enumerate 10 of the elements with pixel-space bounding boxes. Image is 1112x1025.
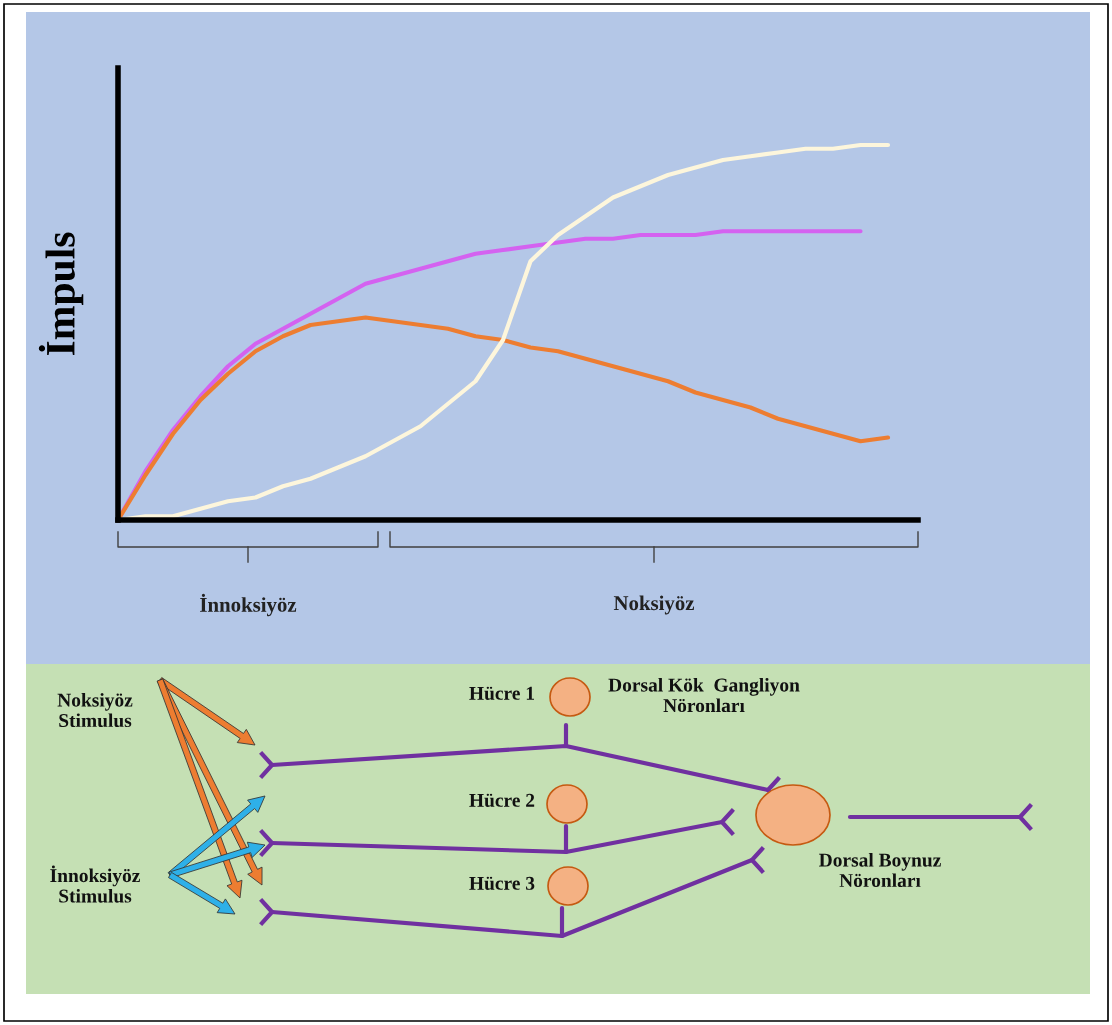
text: Hücre 2 xyxy=(469,793,535,807)
text: İnnoksiyöz xyxy=(200,593,297,617)
text: Dorsal Kök Gangliyon Nöronları xyxy=(608,677,800,713)
text: Hücre 3 xyxy=(469,876,535,890)
text: Noksiyöz Stimulus xyxy=(57,692,133,728)
y-axis-title: İmpuls xyxy=(38,232,84,356)
text: Dorsal Boynuz Nöronları xyxy=(819,852,941,888)
text: İnnoksiyöz Stimulus xyxy=(50,865,140,903)
text: Hücre 1 xyxy=(469,686,534,700)
text: Noksiyöz xyxy=(613,595,695,615)
